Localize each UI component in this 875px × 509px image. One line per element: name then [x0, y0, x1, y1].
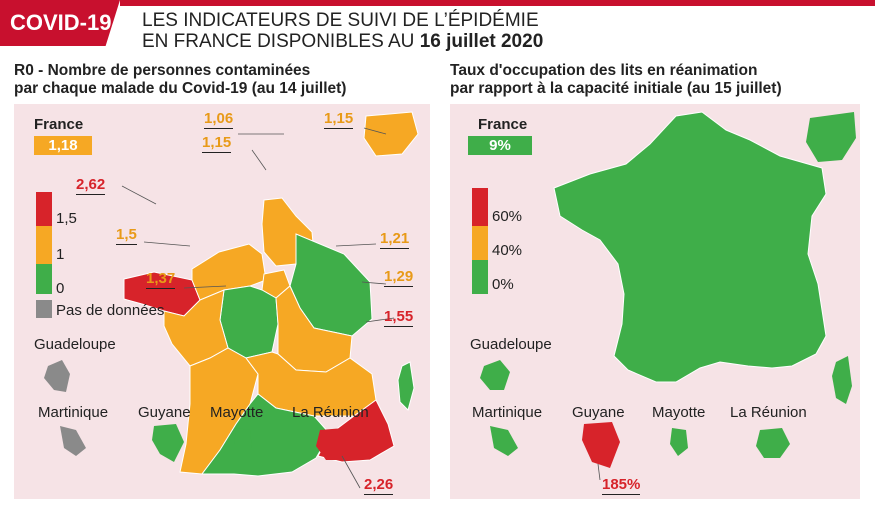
left-panel-title: R0 - Nombre de personnes contaminées par…	[14, 62, 347, 97]
icu-legend-top: 60%	[492, 208, 523, 225]
page-title: LES INDICATEURS DE SUIVI DE L’ÉPIDÉMIE E…	[142, 10, 543, 52]
icu-legend-green	[472, 260, 488, 294]
icu-corse	[832, 356, 852, 404]
icu-label-martinique: Martinique	[472, 404, 543, 421]
icu-france-badge: 9%	[468, 136, 532, 155]
value-reunion: 2,26	[364, 476, 394, 495]
value-grand-est: 1,21	[380, 230, 410, 249]
region-centre	[219, 285, 279, 359]
covid-badge: COVID-19	[0, 0, 120, 46]
value-normandie: 1,15	[202, 134, 232, 153]
france-label: France	[34, 116, 84, 133]
value-nouvelle-aquitaine: 1,37	[146, 270, 176, 289]
dom-reunion	[316, 428, 354, 460]
mainland-france	[553, 111, 827, 383]
r0-map	[44, 111, 419, 489]
dom-martinique	[60, 426, 86, 456]
legend-orange	[36, 226, 52, 264]
icu-france-label: France	[478, 116, 528, 133]
icu-label-reunion: La Réunion	[730, 404, 807, 421]
dom-guadeloupe	[44, 360, 70, 392]
icu-dom-guadeloupe	[480, 360, 510, 390]
title-date: 16 juillet 2020	[419, 31, 544, 52]
label-mayotte: Mayotte	[210, 404, 264, 421]
title-line-2: EN FRANCE DISPONIBLES AU 16 juillet 2020	[142, 31, 544, 52]
corse-inset	[363, 111, 419, 157]
icu-dom-mayotte	[670, 428, 688, 456]
region-occitanie	[201, 393, 331, 477]
right-map-panel: France 9% 60% 40% 0% 185% Guadeloupe Mar…	[450, 104, 860, 499]
icu-label-guyane: Guyane	[572, 404, 625, 421]
label-guadeloupe: Guadeloupe	[34, 336, 116, 353]
legend-green	[36, 264, 52, 294]
value-corse: 1,15	[324, 110, 354, 129]
icu-label-guadeloupe: Guadeloupe	[470, 336, 552, 353]
legend-red	[36, 192, 52, 226]
value-bretagne: 2,62	[76, 176, 106, 195]
icu-label-mayotte: Mayotte	[652, 404, 706, 421]
icu-legend-mid: 40%	[492, 242, 523, 259]
dom-guyane	[152, 424, 184, 462]
legend-top: 1,5	[56, 210, 77, 227]
icu-legend-red	[472, 188, 488, 226]
label-reunion: La Réunion	[292, 404, 369, 421]
title-line-1: LES INDICATEURS DE SUIVI DE L’ÉPIDÉMIE	[142, 10, 539, 31]
icu-map	[480, 111, 856, 481]
label-guyane: Guyane	[138, 404, 191, 421]
legend-nodata: Pas de données	[56, 302, 165, 319]
icu-legend-low: 0%	[492, 276, 514, 293]
france-r0-badge: 1,18	[34, 136, 92, 155]
icu-leader-guyane	[597, 463, 601, 481]
icu-dom-reunion	[756, 428, 790, 458]
icu-corse-inset	[806, 112, 856, 162]
leader-lines	[121, 127, 395, 489]
value-paca: 1,55	[384, 308, 414, 327]
icu-dom-martinique	[490, 426, 518, 456]
label-martinique: Martinique	[38, 404, 109, 421]
legend-low: 0	[56, 280, 65, 297]
header-rule	[120, 0, 875, 6]
dom-mayotte	[234, 428, 252, 456]
value-pays-de-la-loire: 1,5	[116, 226, 137, 245]
left-map-panel: France 1,18 1,5 1 0 Pas de données 1,06 …	[14, 104, 430, 499]
legend-mid: 1	[56, 246, 65, 263]
region-corse	[397, 361, 415, 411]
icu-value-guyane: 185%	[602, 476, 641, 495]
icu-legend-orange	[472, 226, 488, 260]
value-hauts-de-france: 1,06	[204, 110, 234, 129]
value-auvergne: 1,29	[384, 268, 414, 287]
right-panel-title: Taux d'occupation des lits en réanimatio…	[450, 62, 782, 97]
icu-dom-guyane	[582, 422, 620, 468]
legend-grey	[36, 300, 52, 318]
